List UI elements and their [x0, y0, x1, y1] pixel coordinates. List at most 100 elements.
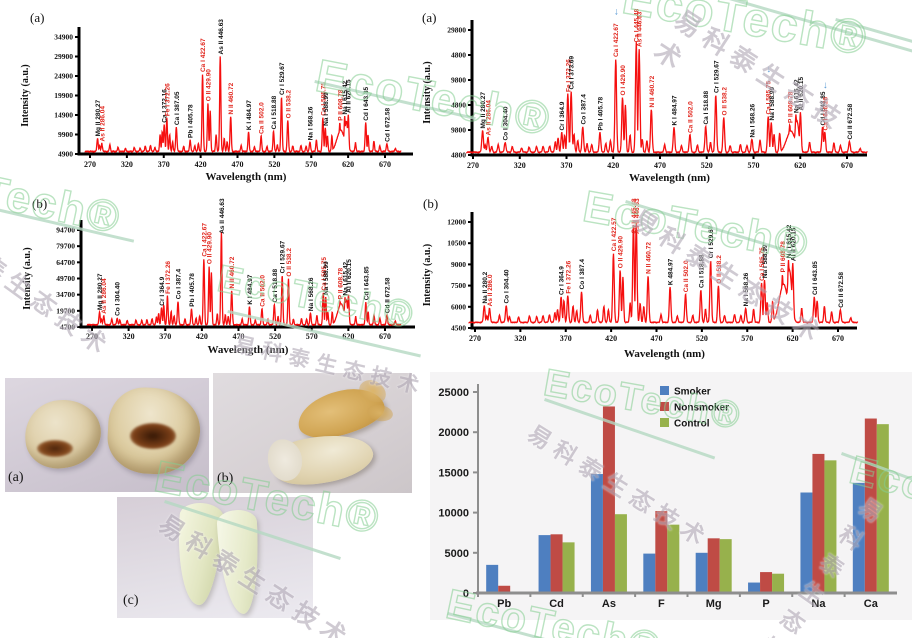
- tooth-decay-spot: [37, 440, 73, 457]
- peak-label: O II 538.2: [286, 248, 293, 277]
- tooth-shape: [21, 396, 105, 472]
- peak-label: Na II 280.2: [482, 271, 489, 303]
- x-tick-label: 620: [342, 160, 354, 169]
- peak-label: O II 538.2: [721, 87, 728, 116]
- bar-Ca-Control: [876, 424, 889, 593]
- peak-label: Ca I 422.67: [613, 23, 620, 57]
- peak-label: As II 286.04: [99, 106, 106, 142]
- y-tick-label: 5000: [445, 548, 469, 560]
- peak-label: Ca I 646.26: [822, 97, 829, 131]
- legend-swatch-Control: [660, 418, 669, 427]
- panel-label: (a): [30, 10, 44, 25]
- y-tick-label: 4800: [451, 101, 466, 110]
- spectrum-panel-mid-left: 4700 19700 34700 49700 64700 79700 94700 270 320…: [22, 196, 415, 356]
- tooth-decay-spot: [130, 423, 176, 449]
- y-tick-label: 19900: [54, 91, 73, 100]
- tooth-photo-b: (b): [213, 373, 412, 493]
- x-tick-label: 420: [607, 161, 619, 170]
- peak-label: Cd I 643.85: [812, 261, 819, 295]
- y-tick-label: 10000: [438, 508, 469, 520]
- spectrum-panel-mid-right: 4500 6000 7500 9000 10500 12000 270 320 370 420 47…: [422, 196, 859, 360]
- peak-label: Cr I 529.67: [713, 60, 720, 93]
- x-tick-label: 670: [379, 332, 391, 341]
- y-tick-label: 34900: [54, 33, 73, 42]
- x-tick-label: 320: [514, 334, 526, 343]
- peak-label: N II 460.72: [649, 75, 656, 107]
- x-tick-label: 570: [748, 161, 760, 170]
- x-tick-label: 520: [701, 161, 713, 170]
- y-tick-label: 94700: [56, 226, 75, 235]
- spectrum-curve: [468, 222, 859, 325]
- x-tick-label: 470: [233, 332, 245, 341]
- peak-label: Cd I 643.85: [363, 266, 370, 300]
- peak-label: Co I 387.4: [579, 259, 586, 290]
- peak-label: Na I 588.99: [323, 261, 330, 295]
- peak-label: P II 608.78: [780, 241, 787, 273]
- peak-label: Cr I 529.67: [280, 240, 287, 273]
- category-label: F: [658, 598, 665, 610]
- y-axis-title: Intensity (a.u.): [422, 61, 433, 124]
- peak-label: Al II 620.15: [790, 227, 797, 261]
- y-tick-label: 29900: [54, 52, 73, 61]
- peak-label: Co I 304.40: [115, 282, 122, 316]
- peak-label: Cd I 672.58: [384, 107, 391, 141]
- peak-label: Co I 387.4: [175, 268, 182, 299]
- tooth-photo-a: (a): [5, 378, 209, 492]
- peak-label: Cr I 364.9: [559, 266, 566, 295]
- y-tick-label: 4500: [451, 324, 466, 333]
- peak-label: Ca II 502.0: [259, 102, 266, 134]
- bar-Na-Control: [824, 460, 837, 593]
- element-concentration-bar-chart: 0 5000 10000 15000 20000 25000 Pb Cd As F Mg P Na Ca S…: [430, 372, 912, 620]
- x-tick-label: 320: [514, 161, 526, 170]
- peak-label: As II 446.63: [634, 198, 641, 234]
- category-label: Ca: [864, 598, 879, 610]
- x-tick-label: 670: [832, 334, 844, 343]
- peak-label: O II 429.90: [207, 232, 214, 265]
- peak-label: K I 484.97: [246, 100, 253, 130]
- peak-label: Ca I 387.05: [174, 91, 181, 125]
- photo-label-a: (a): [8, 470, 24, 485]
- x-tick-label: 470: [232, 160, 244, 169]
- peak-label: Na I 588.99: [762, 244, 769, 278]
- peak-label: As II 446.63: [218, 19, 225, 55]
- x-tick-label: 620: [342, 332, 354, 341]
- y-tick-label: 20000: [438, 427, 469, 439]
- peak-label: Na I 568.26: [308, 277, 315, 311]
- peak-label: Ca I 518.88: [272, 268, 279, 302]
- panel-label: (a): [422, 10, 436, 25]
- peak-label: Na I 615.42: [793, 79, 800, 113]
- y-tick-label: 9900: [58, 130, 73, 139]
- y-axis-title: Intensity (a.u.): [20, 64, 31, 127]
- bar-F-Smoker: [643, 553, 656, 593]
- y-tick-label: 49700: [56, 274, 75, 283]
- peak-label: Na I 568.26: [743, 272, 750, 306]
- bar-Na-Nonsmoker: [812, 453, 825, 593]
- bar-F-Nonsmoker: [655, 510, 668, 593]
- y-tick-label: 19700: [56, 306, 75, 315]
- y-tick-label: 9000: [451, 260, 466, 269]
- peak-label: Pb I 405.78: [189, 273, 196, 307]
- legend-label: Smoker: [674, 387, 711, 398]
- peak-label: As II 446.63: [637, 11, 644, 47]
- bar-Ca-Smoker: [852, 482, 865, 593]
- spectrum-panel-top-left: 4900 9900 14900 19900 24900 29900 34900 270 320 3…: [20, 10, 413, 183]
- bar-P-Smoker: [748, 582, 761, 593]
- y-axis-title: Intensity (a.u.): [422, 244, 433, 307]
- peak-label: Ca I 585.75: [321, 257, 328, 291]
- arrow-marker: ↓: [823, 80, 828, 91]
- peak-label: Ca I 422.67: [200, 38, 207, 72]
- peak-label: Al II 620.15: [346, 259, 353, 293]
- y-tick-label: 6000: [451, 302, 466, 311]
- peak-label: Fe I 372.26: [565, 59, 572, 92]
- peak-label: Fe I 372.26: [165, 261, 172, 294]
- peak-label: Ca I 518.88: [271, 95, 278, 129]
- bar-Cd-Control: [562, 542, 575, 593]
- x-axis-title: Wavelength (nm): [208, 344, 289, 356]
- y-axis-title: Intensity (a.u.): [22, 247, 33, 310]
- peak-label: Co I 387.4: [580, 94, 587, 125]
- peak-label: Mg II 280.27: [480, 92, 487, 129]
- peak-label: Cd I 643.85: [820, 91, 827, 125]
- y-tick-label: 9800: [451, 126, 466, 135]
- bar-Ca-Nonsmoker: [864, 418, 877, 593]
